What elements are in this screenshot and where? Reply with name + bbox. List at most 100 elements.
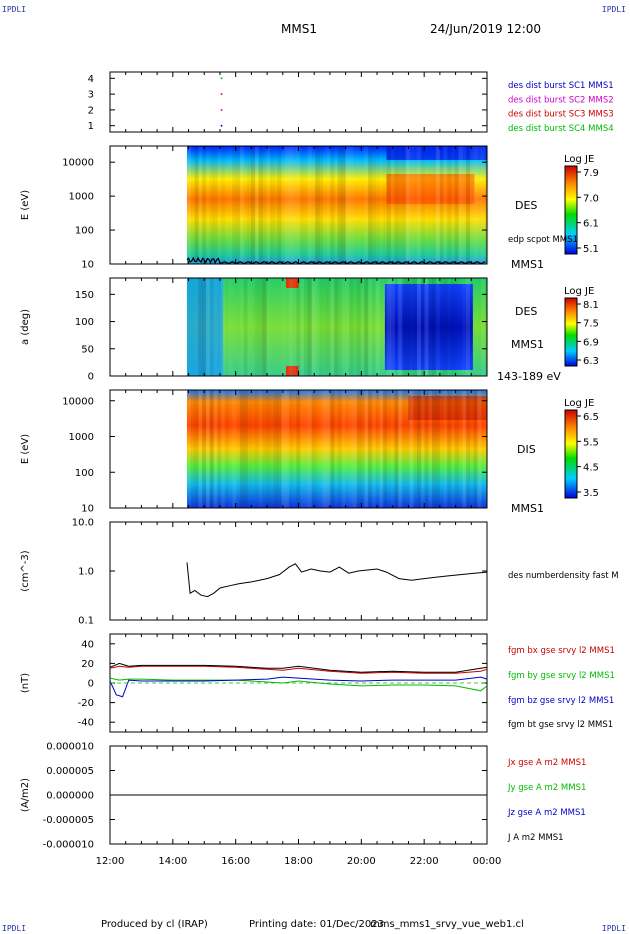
des-energy-texture xyxy=(247,146,252,264)
des-pitch-texture xyxy=(296,278,301,376)
des-pitch-texture xyxy=(367,278,373,376)
des-energy-texture xyxy=(186,146,192,264)
dis-energy-texture xyxy=(303,390,309,508)
dis-energy-texture xyxy=(259,390,263,508)
des-energy-panel-colorbar-tick-label: 7.9 xyxy=(583,168,599,179)
bfield-panel-legend-2: fgm by gse srvy l2 MMS1 xyxy=(508,671,615,681)
des-pitch-texture xyxy=(416,278,422,376)
des-energy-texture xyxy=(465,146,471,264)
mission-title: MMS1 xyxy=(281,22,317,36)
des-energy-texture xyxy=(424,146,428,264)
des-energy-texture xyxy=(225,146,229,264)
current-panel-y-tick-label: -0.000005 xyxy=(43,815,94,826)
des-pitch-early-region xyxy=(186,278,224,376)
dis-energy-texture xyxy=(465,390,471,508)
dis-energy-texture xyxy=(213,390,218,508)
current-panel-y-tick-label: 0.000010 xyxy=(46,742,94,753)
burst-panel-y-tick-label: 2 xyxy=(88,105,94,116)
des-energy-texture xyxy=(398,146,403,264)
dis-energy-texture xyxy=(394,390,399,508)
dis-energy-texture xyxy=(371,390,376,508)
des-pitch-texture xyxy=(311,278,316,376)
density-panel-legend-1: des numberdensity fast M xyxy=(508,571,619,581)
des-energy-texture xyxy=(326,146,331,264)
des-energy-texture xyxy=(367,146,373,264)
des-pitch-texture xyxy=(353,278,357,376)
des-pitch-texture xyxy=(217,278,221,376)
dis-energy-texture xyxy=(228,390,232,508)
des-pitch-texture xyxy=(262,278,267,376)
des-energy-texture xyxy=(421,146,425,264)
dis-energy-texture xyxy=(375,390,379,508)
des-energy-texture xyxy=(244,146,248,264)
des-pitch-depleted-region xyxy=(384,284,473,370)
des-energy-texture xyxy=(198,146,203,264)
des-pitch-panel-y-tick-label: 50 xyxy=(81,344,94,355)
des-pitch-texture xyxy=(304,278,308,376)
des-energy-texture xyxy=(379,146,383,264)
burst-legend-2: des dist burst SC2 MMS2 xyxy=(508,95,614,105)
density-panel-series-1 xyxy=(186,562,488,598)
dis-energy-texture xyxy=(209,390,214,508)
des-pitch-texture xyxy=(315,278,320,376)
des-pitch-texture xyxy=(198,278,203,376)
des-energy-instrument-label: DES xyxy=(515,199,537,212)
dis-energy-hot-band xyxy=(408,396,487,420)
des-pitch-texture xyxy=(439,278,444,376)
burst-marker-magenta xyxy=(220,109,223,111)
corner-mark-top-right: IPDLI xyxy=(601,5,626,14)
des-pitch-texture xyxy=(251,278,255,376)
dis-energy-texture xyxy=(477,390,482,508)
des-pitch-texture xyxy=(401,278,407,376)
dis-energy-texture xyxy=(349,390,354,508)
dis-energy-panel-colorbar xyxy=(564,409,578,499)
des-energy-texture xyxy=(194,146,199,264)
des-pitch-texture xyxy=(394,278,398,376)
des-energy-texture xyxy=(375,146,379,264)
des-energy-panel-colorbar-tick-label: 5.1 xyxy=(583,244,599,255)
dis-energy-texture xyxy=(254,390,260,508)
des-pitch-panel-colorbar xyxy=(564,297,578,367)
dis-energy-texture xyxy=(458,390,462,508)
dis-energy-texture xyxy=(473,390,478,508)
x-axis-tick-label: 00:00 xyxy=(473,856,502,867)
des-energy-texture xyxy=(345,146,350,264)
dis-energy-panel-colorbar-tick-label: 5.5 xyxy=(583,437,599,448)
dis-energy-texture xyxy=(391,390,395,508)
dis-energy-texture xyxy=(190,390,195,508)
des-pitch-texture xyxy=(202,278,207,376)
des-pitch-panel-colorbar-tick-label: 6.9 xyxy=(583,337,599,348)
des-pitch-panel-y-tick-label: 100 xyxy=(75,317,94,328)
des-pitch-panel-y-axis-label: a (deg) xyxy=(20,309,31,345)
dis-energy-texture xyxy=(205,390,210,508)
dis-energy-texture xyxy=(428,390,433,508)
des-energy-texture xyxy=(383,146,387,264)
dis-energy-texture xyxy=(435,390,440,508)
des-pitch-texture xyxy=(195,278,199,376)
bfield-panel-series-4 xyxy=(109,662,488,673)
density-panel-frame xyxy=(109,521,488,621)
footer-producer: Produced by cl (IRAP) xyxy=(101,919,208,930)
burst-marker-blue xyxy=(220,124,223,127)
footer-printing-date: Printing date: 01/Dec/2023 xyxy=(249,919,385,930)
des-pitch-texture xyxy=(450,278,456,376)
des-energy-texture xyxy=(447,146,452,264)
current-panel-legend-2: Jy gse A m2 MMS1 xyxy=(507,783,586,793)
des-energy-texture xyxy=(266,146,271,264)
des-energy-texture xyxy=(232,146,237,264)
des-pitch-texture xyxy=(383,278,387,376)
bfield-panel-legend-3: fgm bz gse srvy l2 MMS1 xyxy=(508,696,614,706)
des-energy-texture xyxy=(235,146,241,264)
dis-energy-panel-colorbar-tick-label: 3.5 xyxy=(583,488,599,499)
des-pitch-texture xyxy=(424,278,429,376)
des-pitch-texture xyxy=(247,278,252,376)
burst-legend-4: des dist burst SC4 MMS4 xyxy=(508,124,614,134)
des-energy-texture xyxy=(469,146,474,264)
dis-energy-spectrogram xyxy=(186,390,488,508)
bfield-panel-y-tick-label: 0 xyxy=(88,679,94,690)
dis-energy-texture xyxy=(383,390,388,508)
dis-energy-texture xyxy=(247,390,251,508)
des-pitch-texture xyxy=(258,278,263,376)
bfield-panel-y-tick-label: 40 xyxy=(81,639,94,650)
dis-energy-texture xyxy=(440,390,444,508)
